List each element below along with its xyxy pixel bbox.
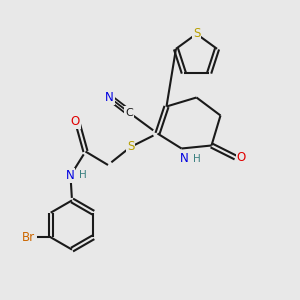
Text: S: S [193, 27, 200, 40]
Text: N: N [105, 91, 114, 104]
Text: N: N [180, 152, 189, 166]
Text: H: H [79, 170, 87, 181]
Text: H: H [193, 154, 201, 164]
Text: N: N [65, 169, 74, 182]
Text: S: S [127, 140, 134, 154]
Text: Br: Br [22, 231, 35, 244]
Text: O: O [70, 115, 80, 128]
Text: C: C [125, 107, 133, 118]
Text: O: O [237, 151, 246, 164]
